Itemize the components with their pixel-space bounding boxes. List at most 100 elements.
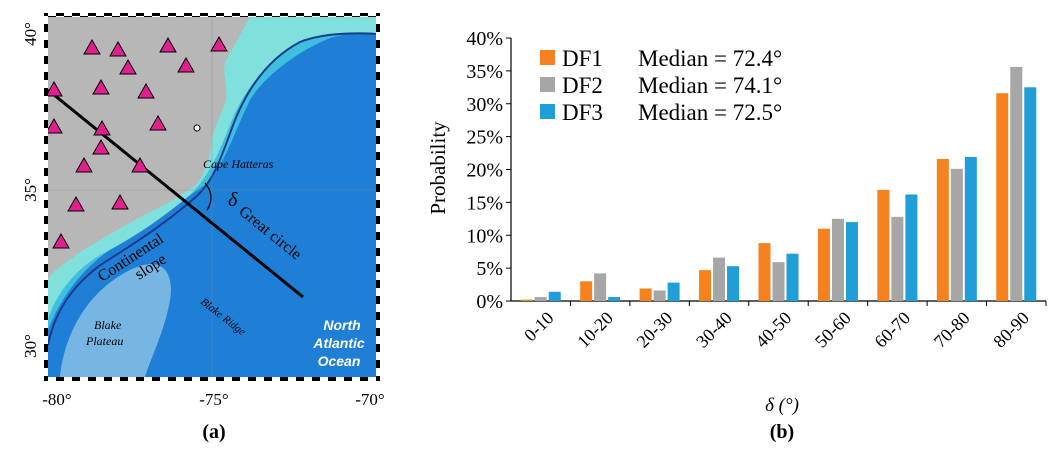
ocean-label: North Atlantic Ocean bbox=[312, 317, 365, 369]
lat-tick-label: 30° bbox=[21, 334, 40, 358]
x-tick-label: 40-50 bbox=[751, 308, 795, 352]
location-circle-marker bbox=[193, 124, 201, 132]
bar-df3 bbox=[1024, 87, 1037, 301]
bar-df1 bbox=[520, 299, 533, 301]
bar-df2 bbox=[772, 262, 785, 301]
bar-df2 bbox=[534, 297, 547, 301]
bar-df3 bbox=[905, 194, 918, 301]
panel-label-b: (b) bbox=[770, 421, 794, 443]
lat-tick-label: 35° bbox=[21, 178, 40, 202]
x-tick-label: 10-20 bbox=[573, 308, 617, 352]
bar-df1 bbox=[699, 270, 712, 301]
bar-df2 bbox=[594, 273, 607, 301]
great-circle-line bbox=[48, 88, 304, 299]
bar-chart: 0% 5% 10% 15% 20% 25% 30% 35% 40% 0-10 10-20 20-30… bbox=[426, 28, 1047, 443]
legend-swatch bbox=[540, 104, 555, 119]
triangle-marker-icon bbox=[137, 82, 155, 99]
bar-df2 bbox=[713, 257, 726, 301]
legend-median-label: Median = 72.5° bbox=[638, 100, 782, 125]
x-tick-label: 70-80 bbox=[930, 308, 974, 352]
triangle-marker-icon bbox=[92, 78, 110, 95]
y-axis-label: Probability bbox=[426, 121, 450, 215]
cape-hatteras-label: Cape Hatteras bbox=[203, 157, 274, 171]
blake-plateau-label-line2: Plateau bbox=[85, 334, 123, 348]
triangle-marker-icon bbox=[119, 58, 137, 75]
x-tick-label: 80-90 bbox=[989, 308, 1033, 352]
bar-df3 bbox=[608, 297, 621, 301]
ocean-label-line1: North bbox=[323, 317, 360, 333]
triangle-marker-icon bbox=[210, 35, 228, 52]
legend-series-name: DF1 bbox=[562, 46, 603, 71]
y-tick-label: 40% bbox=[466, 28, 503, 50]
legend-series-name: DF2 bbox=[562, 73, 603, 98]
x-axis-label: δ (°) bbox=[765, 395, 799, 416]
triangle-marker-icon bbox=[52, 232, 70, 249]
blake-plateau-label-line1: Blake bbox=[94, 318, 122, 332]
bar-df2 bbox=[891, 216, 904, 301]
station-markers bbox=[48, 35, 228, 249]
bar-df2 bbox=[831, 218, 844, 301]
map-graticule bbox=[48, 17, 376, 377]
x-axis: 0-10 10-20 20-30 30-40 40-50 50-60 60-70 70-80 8… bbox=[511, 300, 1047, 352]
delta-angle-arc bbox=[204, 182, 212, 211]
bar-df1 bbox=[758, 243, 771, 301]
y-tick-label: 15% bbox=[466, 192, 503, 214]
ocean-label-line2: Atlantic bbox=[312, 335, 365, 351]
map-panel: Cape Hatteras δ Continental slope Great … bbox=[0, 0, 400, 448]
triangle-marker-icon bbox=[75, 156, 93, 173]
lon-tick-label: -80° bbox=[42, 390, 71, 409]
legend-median-label: Median = 74.1° bbox=[638, 73, 782, 98]
bar-df1 bbox=[936, 158, 949, 301]
legend-series-name: DF3 bbox=[562, 100, 603, 125]
chart-legend: DF1 Median = 72.4° DF2 Median = 74.1° DF3 Med… bbox=[540, 46, 782, 125]
bar-df3 bbox=[548, 291, 561, 301]
panel-label-a: (a) bbox=[202, 421, 225, 443]
bar-df3 bbox=[845, 222, 858, 301]
triangle-marker-icon bbox=[111, 193, 129, 210]
y-tick-label: 0% bbox=[476, 291, 503, 313]
bar-df1 bbox=[580, 281, 593, 301]
y-axis: 0% 5% 10% 15% 20% 25% 30% 35% 40% bbox=[466, 28, 512, 313]
blake-plateau-area bbox=[60, 264, 171, 377]
x-tick-label: 60-70 bbox=[870, 308, 914, 352]
land-area bbox=[48, 17, 250, 278]
y-tick-label: 10% bbox=[466, 225, 503, 247]
y-tick-label: 30% bbox=[466, 94, 503, 116]
chart-panel: 0% 5% 10% 15% 20% 25% 30% 35% 40% 0-10 10-20 20-30… bbox=[400, 0, 1057, 448]
lon-tick-label: -70° bbox=[355, 390, 384, 409]
triangle-marker-icon bbox=[93, 119, 111, 136]
bar-df1 bbox=[877, 189, 890, 301]
shelf-edge-line bbox=[48, 32, 376, 346]
legend-median-label: Median = 72.4° bbox=[638, 46, 782, 71]
triangle-marker-icon bbox=[48, 80, 63, 97]
triangle-marker-icon bbox=[83, 38, 101, 55]
legend-swatch bbox=[540, 77, 555, 92]
y-tick-label: 25% bbox=[466, 127, 503, 149]
legend-swatch bbox=[540, 50, 555, 65]
triangle-marker-icon bbox=[48, 117, 63, 134]
ocean-label-line3: Ocean bbox=[318, 353, 361, 369]
bar-df3 bbox=[964, 157, 977, 301]
x-tick-label: 0-10 bbox=[520, 308, 557, 345]
triangle-marker-icon bbox=[92, 138, 110, 155]
bar-df3 bbox=[727, 266, 740, 301]
bar-df1 bbox=[996, 93, 1009, 301]
bar-series bbox=[520, 66, 1037, 302]
triangle-marker-icon bbox=[159, 36, 177, 53]
bar-df3 bbox=[786, 253, 799, 301]
triangle-marker-icon bbox=[149, 114, 167, 131]
x-tick-label: 30-40 bbox=[692, 308, 736, 352]
map-figure: Cape Hatteras δ Continental slope Great … bbox=[21, 13, 385, 443]
y-tick-label: 35% bbox=[466, 61, 503, 83]
triangle-marker-icon bbox=[109, 40, 127, 57]
triangle-marker-icon bbox=[131, 156, 149, 173]
x-tick-label: 50-60 bbox=[811, 308, 855, 352]
lon-tick-label: -75° bbox=[199, 390, 228, 409]
delta-label: δ bbox=[228, 189, 238, 211]
bar-df3 bbox=[667, 282, 680, 301]
triangle-marker-icon bbox=[67, 195, 85, 212]
bar-df2 bbox=[653, 290, 666, 301]
y-tick-label: 20% bbox=[466, 160, 503, 182]
bar-df2 bbox=[950, 168, 963, 301]
triangle-marker-icon bbox=[177, 56, 195, 73]
